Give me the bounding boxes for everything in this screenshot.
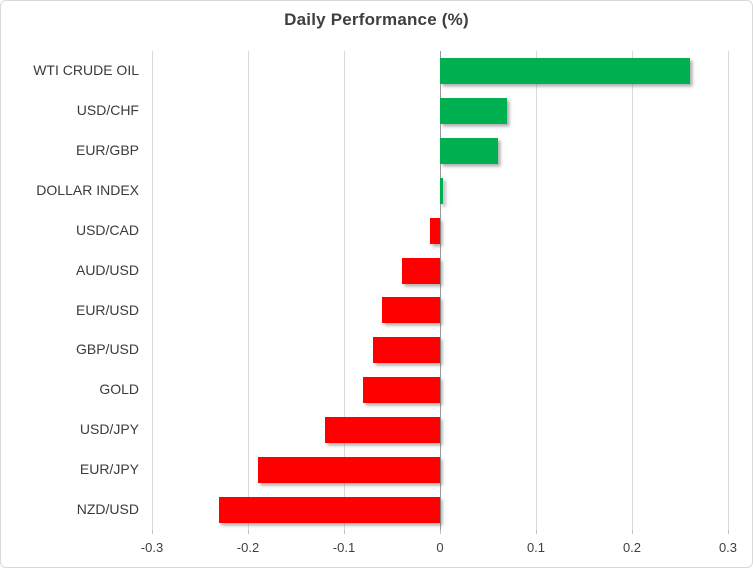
bar-usd-chf	[440, 97, 508, 124]
category-label-usd-cad: USD/CAD	[75, 221, 139, 238]
gridline--0.2	[248, 51, 249, 530]
bar-gold	[363, 377, 440, 404]
bar-wti-crude-oil	[440, 57, 690, 84]
category-label-gold: GOLD	[99, 381, 139, 398]
bar-usd-cad	[430, 217, 440, 244]
tick-mark--0.2	[248, 530, 249, 534]
bar-eur-gbp	[440, 137, 498, 164]
x-tick-label-0.1: 0.1	[526, 540, 546, 555]
gridline--0.3	[152, 51, 153, 530]
bar-usd-jpy	[324, 417, 440, 444]
bar-aud-usd	[401, 257, 440, 284]
category-label-dollar-index: DOLLAR INDEX	[36, 181, 139, 198]
tick-mark-0.3	[728, 530, 729, 534]
x-tick-label--0.1: -0.1	[332, 540, 356, 555]
x-tick-label--0.3: -0.3	[140, 540, 164, 555]
gridline-0.3	[728, 51, 729, 530]
bar-eur-jpy	[257, 457, 440, 484]
bar-eur-usd	[382, 297, 440, 324]
x-tick-label-0.3: 0.3	[718, 540, 738, 555]
category-label-eur-usd: EUR/USD	[75, 301, 139, 318]
plot-area	[146, 51, 736, 534]
category-label-gbp-usd: GBP/USD	[75, 341, 139, 358]
category-label-wti-crude-oil: WTI CRUDE OIL	[33, 62, 139, 78]
x-tick-label--0.2: -0.2	[236, 540, 260, 555]
x-tick-label-0: 0	[436, 540, 444, 555]
bar-dollar-index	[440, 177, 443, 204]
gridline--0.1	[344, 51, 345, 530]
tick-mark--0.1	[344, 530, 345, 534]
chart-title: Daily Performance (%)	[284, 10, 469, 29]
category-label-usd-chf: USD/CHF	[76, 101, 139, 118]
gridline-0.2	[632, 51, 633, 530]
category-label-eur-jpy: EUR/JPY	[79, 461, 139, 478]
tick-mark-0.2	[632, 530, 633, 534]
tick-mark-0.1	[536, 530, 537, 534]
tick-mark-0	[440, 530, 441, 534]
bar-gbp-usd	[372, 337, 440, 364]
category-label-aud-usd: AUD/USD	[75, 261, 139, 278]
category-label-nzd-usd: NZD/USD	[76, 501, 139, 518]
zero-axis-line	[440, 51, 441, 530]
category-label-usd-jpy: USD/JPY	[79, 421, 139, 438]
bar-nzd-usd	[219, 497, 440, 524]
category-label-eur-gbp: EUR/GBP	[75, 141, 139, 158]
x-tick-label-0.2: 0.2	[622, 540, 642, 555]
tick-mark--0.3	[152, 530, 153, 534]
gridline-0.1	[536, 51, 537, 530]
